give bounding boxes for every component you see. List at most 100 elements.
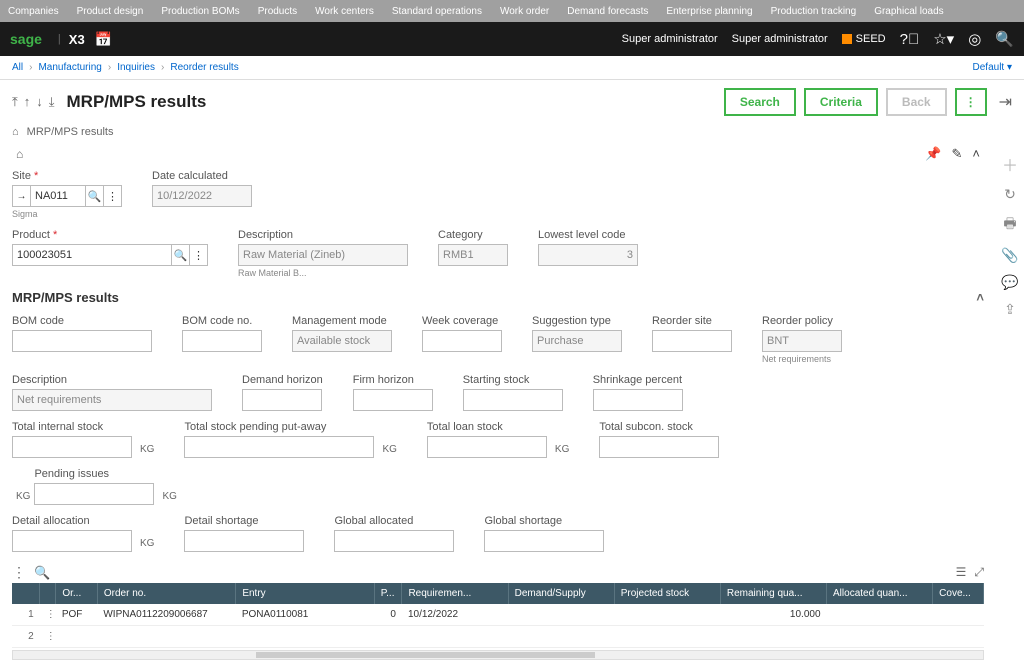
grid-menu-icon[interactable]: ⋮ (12, 564, 26, 581)
nav-production-boms[interactable]: Production BOMs (161, 6, 239, 17)
detail-alloc-input[interactable] (12, 530, 132, 552)
home-icon[interactable]: ⌂ (12, 126, 19, 138)
side-add-icon[interactable]: ＋ (1002, 152, 1018, 176)
crumb-default[interactable]: Default ▾ (973, 62, 1012, 73)
criteria-button[interactable]: Criteria (804, 88, 878, 116)
week-cov-input[interactable] (422, 330, 502, 352)
row-menu-icon[interactable]: ⋮ (40, 626, 56, 648)
site-menu-icon[interactable]: ⋮ (104, 185, 122, 207)
detail-short-input[interactable] (184, 530, 304, 552)
col-alloc[interactable]: Allocated quan... (827, 583, 933, 604)
col-cov[interactable]: Cove... (933, 583, 984, 604)
product-menu-icon[interactable]: ⋮ (190, 244, 208, 266)
cat-label: Category (438, 229, 508, 241)
shrink-input[interactable] (593, 389, 683, 411)
side-print-icon[interactable]: 🖶 (1003, 213, 1016, 237)
pencil-icon[interactable]: ✎ (952, 146, 963, 162)
back-button: Back (886, 88, 947, 116)
crumb-all[interactable]: All (12, 62, 23, 73)
firm-h-input[interactable] (353, 389, 433, 411)
total-subcon-input[interactable] (599, 436, 719, 458)
help-icon[interactable]: ?⃝ (900, 31, 920, 48)
grid-scrollbar[interactable] (12, 650, 984, 660)
search-icon[interactable]: 🔍 (995, 30, 1014, 48)
nav-standard-operations[interactable]: Standard operations (392, 6, 482, 17)
global-short-input[interactable] (484, 530, 604, 552)
side-refresh-icon[interactable]: ↻ (1004, 186, 1016, 203)
total-internal-input[interactable] (12, 436, 132, 458)
product-lookup-icon[interactable]: 🔍 (172, 244, 190, 266)
row-menu-icon[interactable]: ⋮ (40, 604, 56, 626)
cat-input: RMB1 (438, 244, 508, 266)
nav-demand-forecasts[interactable]: Demand forecasts (567, 6, 648, 17)
col-entry[interactable]: Entry (236, 583, 374, 604)
nav-enterprise-planning[interactable]: Enterprise planning (666, 6, 752, 17)
site-lookup-icon[interactable]: 🔍 (86, 185, 104, 207)
nav-graphical-loads[interactable]: Graphical loads (874, 6, 943, 17)
user-2[interactable]: Super administrator (732, 33, 828, 45)
nav-companies[interactable]: Companies (8, 6, 59, 17)
user-1[interactable]: Super administrator (622, 33, 718, 45)
desc-input: Raw Material (Zineb) (238, 244, 408, 266)
site-input[interactable]: NA011 (30, 185, 86, 207)
bom-code-input[interactable] (12, 330, 152, 352)
col-p[interactable]: P... (374, 583, 402, 604)
title-bar: ⤒ ↑ ↓ ⤓ MRP/MPS results Search Criteria … (0, 80, 1024, 124)
grid-expand-icon[interactable]: ⤢ (974, 565, 984, 580)
seed-indicator[interactable]: SEED (842, 33, 886, 45)
nav-production-tracking[interactable]: Production tracking (771, 6, 857, 17)
top-nav: Companies Product design Production BOMs… (0, 0, 1024, 22)
total-pending-input[interactable] (184, 436, 374, 458)
table-row[interactable]: 2⋮ (12, 626, 984, 648)
last-icon[interactable]: ⤓ (49, 94, 55, 110)
col-req[interactable]: Requiremen... (402, 583, 508, 604)
side-comment-icon[interactable]: 💬 (1001, 274, 1018, 291)
nav-products[interactable]: Products (258, 6, 297, 17)
nav-work-order[interactable]: Work order (500, 6, 549, 17)
grid-search-icon[interactable]: 🔍 (34, 565, 50, 581)
star-icon[interactable]: ☆▾ (933, 30, 954, 48)
nav-work-centers[interactable]: Work centers (315, 6, 374, 17)
mgmt-mode-input: Available stock (292, 330, 392, 352)
calendar-icon[interactable]: 📅 (95, 31, 112, 48)
collapse-icon[interactable]: ˄ (972, 146, 980, 162)
breadcrumb: All › Manufacturing › Inquiries › Reorde… (0, 56, 1024, 80)
col-remain[interactable]: Remaining qua... (720, 583, 826, 604)
compass-icon[interactable]: ◎ (968, 30, 981, 48)
col-orderno[interactable]: Order no. (97, 583, 235, 604)
mgmt-mode-label: Management mode (292, 315, 392, 327)
col-or[interactable]: Or... (56, 583, 98, 604)
panel-home-icon[interactable]: ⌂ (16, 147, 23, 161)
pin-icon[interactable]: 📌 (925, 146, 941, 162)
col-ds[interactable]: Demand/Supply (508, 583, 614, 604)
global-alloc-input[interactable] (334, 530, 454, 552)
crumb-inquiries[interactable]: Inquiries (117, 62, 155, 73)
section-collapse-icon[interactable]: ˄ (976, 290, 984, 305)
total-internal-label: Total internal stock (12, 421, 132, 433)
start-stock-input[interactable] (463, 389, 563, 411)
start-stock-label: Starting stock (463, 374, 563, 386)
product-input[interactable]: 100023051 (12, 244, 172, 266)
side-attach-icon[interactable]: 📎 (1001, 247, 1018, 264)
table-row[interactable]: 1⋮ POFWIPNA0112209006687PONA0110081 010/… (12, 604, 984, 626)
crumb-reorder-results[interactable]: Reorder results (170, 62, 238, 73)
crumb-manufacturing[interactable]: Manufacturing (38, 62, 101, 73)
app-bar: sage | X3 📅 Super administrator Super ad… (0, 22, 1024, 56)
up-icon[interactable]: ↑ (24, 94, 31, 110)
side-share-icon[interactable]: ⇪ (1004, 301, 1016, 318)
more-button[interactable]: ⋮ (955, 88, 987, 116)
total-loan-input[interactable] (427, 436, 547, 458)
pending-issues-input[interactable] (34, 483, 154, 505)
reorder-site-input[interactable] (652, 330, 732, 352)
site-arrow-icon[interactable]: → (12, 185, 30, 207)
bom-no-input[interactable] (182, 330, 262, 352)
sugg-type-label: Suggestion type (532, 315, 622, 327)
col-proj[interactable]: Projected stock (614, 583, 720, 604)
first-icon[interactable]: ⤒ (12, 94, 18, 110)
exit-icon[interactable]: ⇥ (999, 92, 1012, 112)
search-button[interactable]: Search (724, 88, 796, 116)
demand-h-input[interactable] (242, 389, 322, 411)
nav-product-design[interactable]: Product design (77, 6, 144, 17)
down-icon[interactable]: ↓ (36, 94, 43, 110)
grid-layers-icon[interactable]: ☰ (956, 565, 967, 580)
